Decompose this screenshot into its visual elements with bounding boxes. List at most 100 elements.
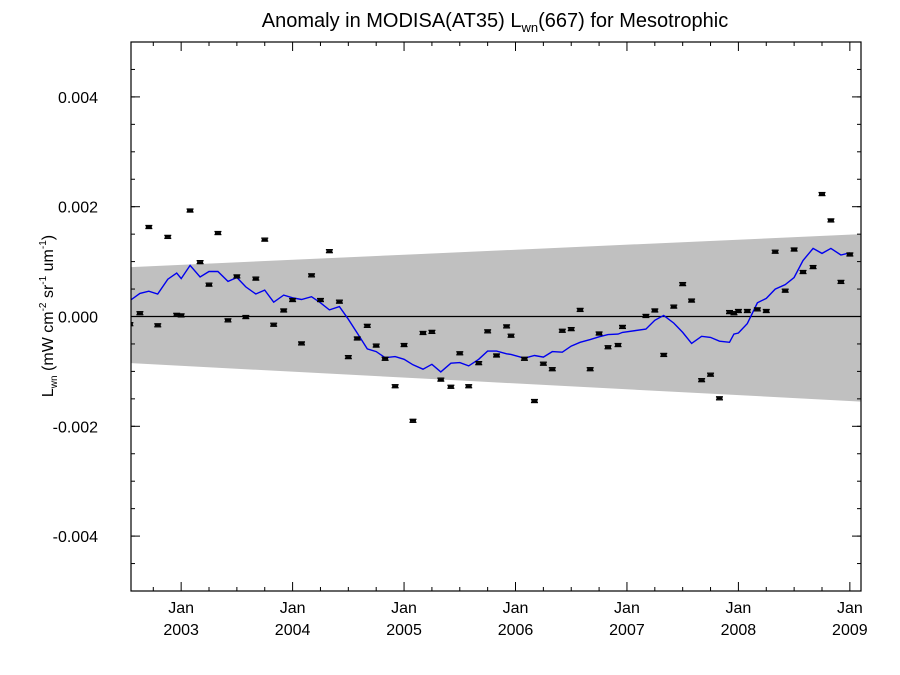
data-point xyxy=(688,298,696,303)
data-point xyxy=(224,318,232,323)
data-point xyxy=(558,328,566,333)
y-axis-label-main: L xyxy=(40,388,57,397)
data-point xyxy=(177,313,185,318)
data-point xyxy=(503,324,511,329)
data-point xyxy=(344,354,352,360)
data-point xyxy=(493,353,501,358)
chart-title-prefix: Anomaly in MODISA(AT35) L xyxy=(262,10,522,32)
data-point xyxy=(604,345,612,350)
uncertainty-band xyxy=(131,234,861,402)
y-axis-label-units-open: (mW cm xyxy=(40,311,57,375)
data-point xyxy=(372,343,380,348)
data-point xyxy=(618,324,626,330)
data-point xyxy=(270,322,278,327)
data-point xyxy=(456,351,464,356)
x-tick-month-label: Jan xyxy=(280,600,306,617)
x-tick-month-label: Jan xyxy=(168,600,194,617)
data-point xyxy=(734,308,742,314)
data-point xyxy=(660,352,668,358)
data-point xyxy=(539,361,547,366)
data-point xyxy=(507,333,515,338)
data-point xyxy=(707,372,715,377)
data-point xyxy=(771,249,779,254)
y-tick-label: 0.002 xyxy=(58,200,98,217)
x-tick-month-label: Jan xyxy=(614,600,640,617)
data-point xyxy=(790,247,798,252)
data-point xyxy=(242,314,250,320)
data-point xyxy=(614,342,622,348)
data-point xyxy=(316,297,324,303)
data-point xyxy=(809,264,817,270)
data-point xyxy=(698,378,706,383)
data-point xyxy=(837,279,845,285)
data-point xyxy=(651,308,659,313)
data-point xyxy=(799,269,807,275)
data-point xyxy=(363,323,371,328)
data-point xyxy=(164,234,172,240)
y-axis-label-exp3: -1 xyxy=(38,240,49,249)
data-point xyxy=(530,398,538,404)
data-point xyxy=(335,299,343,304)
data-point xyxy=(325,249,333,254)
data-point xyxy=(781,288,789,293)
y-axis-label-units-close: ) xyxy=(40,235,57,240)
data-point xyxy=(567,326,575,332)
y-axis-label-exp2: -1 xyxy=(38,275,49,284)
chart-title-suffix: (667) for Mesotrophic xyxy=(538,10,728,32)
x-tick-year-label: 2009 xyxy=(832,622,868,639)
data-point xyxy=(818,191,826,197)
y-axis-label-exp1: -2 xyxy=(38,302,49,311)
y-axis-label-mid2: um xyxy=(40,249,57,276)
data-point xyxy=(289,297,297,303)
data-point xyxy=(381,356,389,361)
y-tick-label: -0.002 xyxy=(53,419,98,436)
data-point xyxy=(576,307,584,313)
data-point xyxy=(642,313,650,319)
data-point xyxy=(145,224,153,230)
anomaly-trend-line xyxy=(131,247,851,373)
y-tick-label: -0.004 xyxy=(53,529,98,546)
data-point xyxy=(261,237,269,242)
data-point xyxy=(186,208,194,213)
plot-area: 0.004 0.002 0.000 -0.002 -0.004 Jan 2003 Jan 200… xyxy=(53,41,868,639)
data-point xyxy=(586,367,594,372)
y-axis-label: Lwn (mW cm-2 sr-1 um-1) xyxy=(38,235,60,397)
data-point xyxy=(484,329,492,334)
data-point xyxy=(136,311,144,316)
data-point xyxy=(437,377,445,382)
x-tick-year-label: 2008 xyxy=(721,622,757,639)
data-point xyxy=(475,361,483,366)
data-point xyxy=(679,281,687,287)
data-point xyxy=(205,282,213,287)
chart-title-subscript: wn xyxy=(521,20,539,35)
data-point xyxy=(595,331,603,336)
data-points xyxy=(131,191,854,423)
data-point xyxy=(827,218,835,223)
x-tick-year-label: 2007 xyxy=(609,622,645,639)
y-axis-label-sub: wn xyxy=(49,375,60,389)
data-point xyxy=(743,308,751,314)
data-point xyxy=(447,384,455,389)
data-point xyxy=(548,367,556,372)
x-tick-month-label: Jan xyxy=(726,600,752,617)
y-axis-label-mid1: sr xyxy=(40,284,57,302)
x-tick-year-label: 2006 xyxy=(498,622,534,639)
data-point xyxy=(353,336,361,341)
data-point xyxy=(154,323,162,328)
data-point xyxy=(298,341,306,346)
data-point xyxy=(391,384,399,389)
data-point xyxy=(670,304,678,309)
x-tick-year-label: 2004 xyxy=(275,622,311,639)
data-point xyxy=(214,230,222,236)
x-tick-month-label: Jan xyxy=(837,600,863,617)
data-point xyxy=(409,418,417,423)
data-point xyxy=(428,329,436,335)
x-tick-month-label: Jan xyxy=(391,600,417,617)
data-point xyxy=(233,274,241,279)
x-tick-month-label: Jan xyxy=(503,600,529,617)
data-point xyxy=(308,273,316,278)
y-tick-label: 0.004 xyxy=(58,90,98,107)
data-point xyxy=(252,276,260,281)
data-point xyxy=(520,356,528,361)
